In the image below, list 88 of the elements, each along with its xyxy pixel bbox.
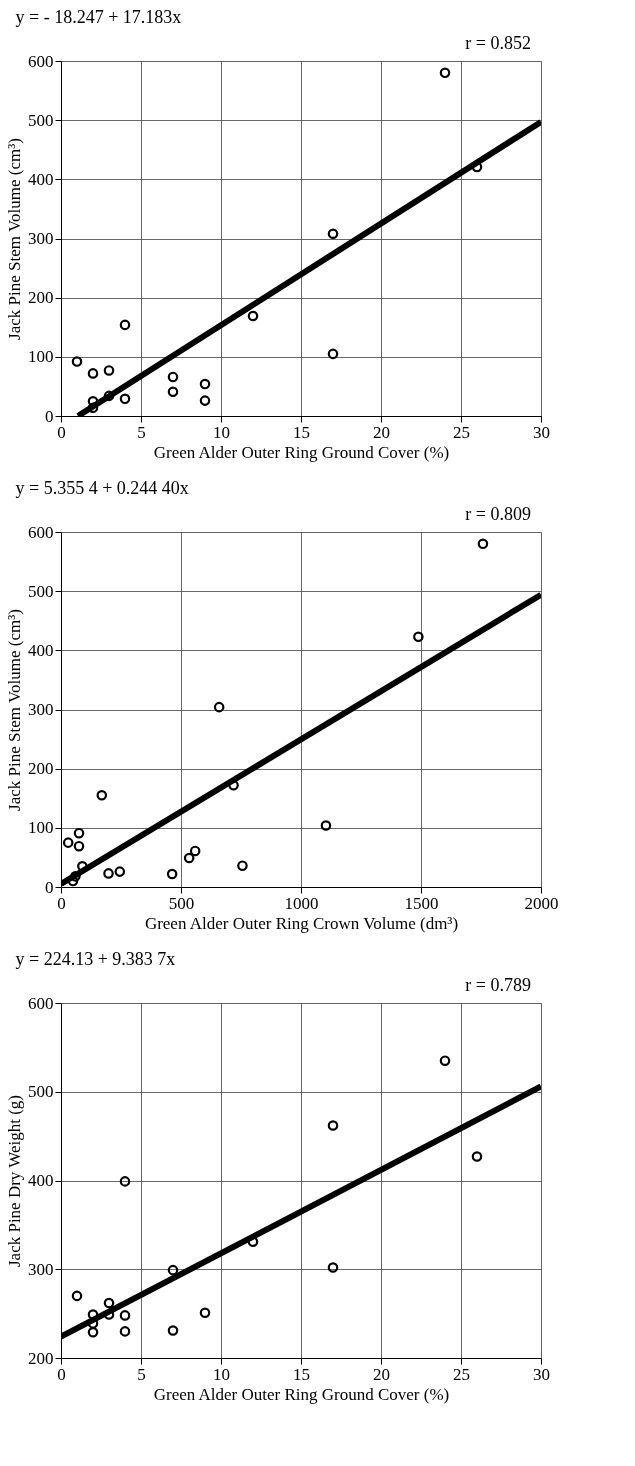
y-tick-label: 400 [28,640,54,660]
chart-title: y = 224.13 + 9.383 7x [15,949,176,969]
point [87,1309,99,1320]
point [73,827,85,839]
text: r = 0.789 [465,975,531,995]
y-tick-label: 200 [28,288,54,308]
point [103,365,115,376]
x-tick-label: 15 [293,422,310,442]
y-tick-label: 400 [28,169,54,189]
point [199,378,211,390]
point [199,395,211,406]
point [213,701,225,713]
y-axis-title: Jack Pine Stem Volume (cm³) [5,609,24,811]
x-axis-title: Green Alder Outer Ring Ground Cover (%) [153,442,450,462]
point [103,1297,115,1309]
point [167,386,179,398]
y-axis-title: Jack Pine Dry Weight (g) [5,1094,24,1268]
point [119,393,131,405]
point [114,866,126,877]
y-tick-label: 0 [45,877,54,897]
x-tick-label: 1500 [404,893,439,913]
x-tick-label: 2000 [524,893,559,913]
point [320,820,332,831]
y-tick-label: 600 [28,993,54,1013]
point [73,840,85,852]
x-tick-label: 20 [373,1364,390,1384]
text: r = 0.852 [465,33,531,53]
point [327,348,339,360]
point [167,1325,179,1336]
point [237,860,248,871]
y-tick-label: 600 [28,522,54,542]
y-tick-label: 200 [28,1348,54,1368]
point [119,319,131,331]
x-tick-label: 500 [168,893,195,913]
y-tick-label: 300 [28,1259,54,1279]
y-tick-label: 300 [28,700,54,719]
y-tick-label: 100 [28,818,54,838]
chart-title: y = 5.355 4 + 0.244 40x [15,478,189,498]
point [471,1151,483,1162]
x-axis-title: Green Alder Outer Ring Crown Volume (dm³) [144,913,459,933]
y-tick-label: 500 [28,581,54,601]
point [477,538,489,550]
y-axis-title: Jack Pine Stem Volume (cm³) [5,138,24,340]
point [327,228,339,240]
point [183,852,195,864]
y-tick-label: 500 [28,110,54,130]
y-tick-label: 100 [28,347,54,367]
text: r = 0.809 [465,504,531,524]
x-tick-label: 5 [137,1364,146,1384]
point [87,1326,99,1338]
x-tick-label: 5 [137,422,146,442]
y-tick-label: 600 [28,51,54,71]
x-tick-label: 30 [533,422,550,442]
point [199,1307,211,1319]
y-tick-label: 200 [28,759,54,779]
point [166,868,178,880]
point [62,837,74,848]
point [439,1055,451,1066]
point [327,1262,339,1273]
y-tick-label: 0 [45,406,54,426]
x-tick-label: 20 [373,422,390,442]
x-tick-label: 10 [213,422,230,442]
point [96,790,108,801]
point [167,371,179,383]
x-tick-label: 10 [213,1364,230,1384]
point [71,1290,83,1302]
x-tick-label: 15 [293,1364,310,1384]
point [119,1176,131,1187]
chart-title: y = - 18.247 + 17.183x [15,7,182,27]
point [439,67,451,79]
x-tick-label: 1000 [284,893,319,913]
point [71,356,83,367]
point [167,1264,179,1276]
point [119,1326,131,1337]
x-axis-title: Green Alder Outer Ring Ground Cover (%) [153,1384,450,1404]
point [327,1120,339,1131]
point [189,845,201,857]
point [247,310,259,322]
y-tick-label: 500 [28,1082,54,1102]
point [87,368,99,379]
x-tick-label: 25 [453,1364,470,1384]
x-tick-label: 30 [533,1364,550,1384]
y-tick-label: 400 [28,1171,54,1190]
point [103,868,114,879]
point [119,1310,131,1321]
y-tick-label: 300 [28,229,54,248]
point [413,631,424,642]
x-tick-label: 25 [453,422,470,442]
